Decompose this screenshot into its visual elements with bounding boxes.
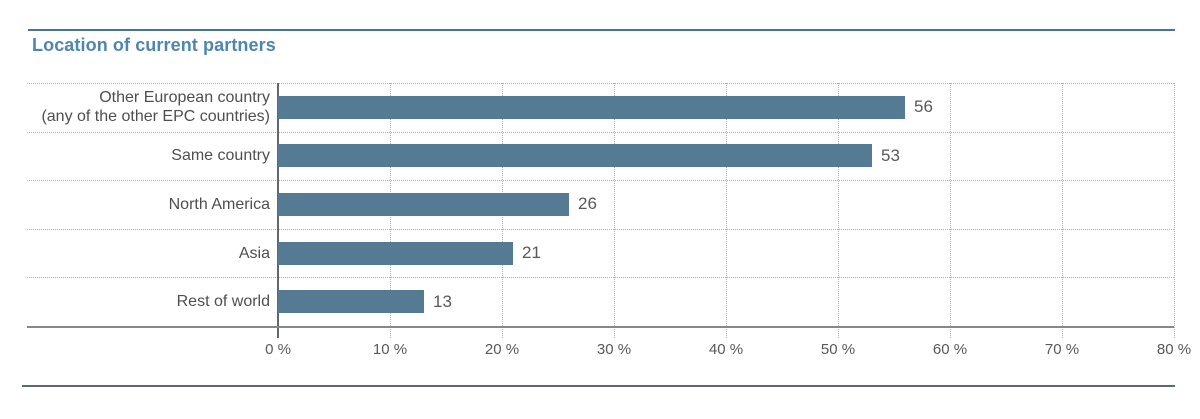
- category-label: Other European country (any of the other …: [20, 83, 270, 132]
- x-tick-label: 50 %: [820, 341, 856, 358]
- bar: [278, 144, 872, 168]
- value-label: 56: [914, 97, 933, 117]
- h-gridline: [27, 131, 1174, 133]
- x-tick-label: 60 %: [932, 341, 968, 358]
- v-gridline: [1062, 83, 1063, 338]
- x-tick-label: 10 %: [372, 341, 408, 358]
- category-label: North America: [20, 180, 270, 229]
- top-rule: [28, 29, 1175, 31]
- bar: [278, 290, 424, 314]
- bar: [278, 241, 513, 265]
- value-label: 26: [578, 194, 597, 214]
- chart-title: Location of current partners: [32, 35, 276, 55]
- category-label: Asia: [20, 229, 270, 278]
- category-label-line: Rest of world: [176, 293, 270, 311]
- bottom-rule: [22, 385, 1175, 387]
- h-gridline: [27, 180, 1174, 182]
- v-gridline: [1174, 83, 1175, 338]
- category-label-line: Other European country: [99, 89, 270, 107]
- h-gridline: [27, 228, 1174, 230]
- category-label-line: (any of the other EPC countries): [41, 108, 270, 126]
- h-gridline: [27, 277, 1174, 279]
- x-tick-label: 30 %: [596, 341, 632, 358]
- x-tick-label: 70 %: [1044, 341, 1080, 358]
- category-label: Same country: [20, 132, 270, 181]
- value-label: 53: [881, 145, 900, 165]
- category-label: Rest of world: [20, 277, 270, 326]
- v-gridline: [726, 83, 727, 338]
- v-gridline: [950, 83, 951, 338]
- bar: [278, 193, 569, 216]
- x-tick-label: 40 %: [708, 341, 744, 358]
- v-gridline: [614, 83, 615, 338]
- x-tick-label: 20 %: [484, 341, 520, 358]
- v-gridline: [838, 83, 839, 338]
- category-label-line: North America: [168, 195, 270, 213]
- x-tick-label: 0 %: [265, 341, 291, 358]
- h-gridline: [27, 83, 1174, 84]
- category-label-line: Same country: [171, 147, 270, 165]
- x-tick-label: 80 %: [1156, 341, 1192, 358]
- value-label: 13: [433, 291, 452, 311]
- x-axis-line: [27, 326, 1174, 328]
- value-label: 21: [522, 243, 541, 263]
- category-label-line: Asia: [238, 244, 270, 262]
- bar: [278, 95, 905, 119]
